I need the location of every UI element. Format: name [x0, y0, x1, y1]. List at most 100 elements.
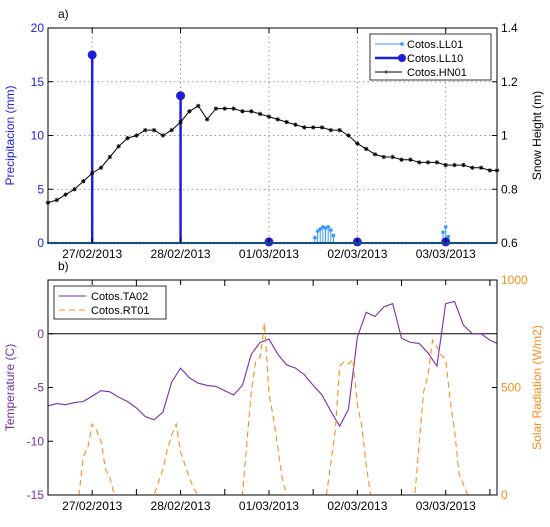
legend-entry: Cotos.RT01 — [91, 305, 150, 317]
y-right-tick-label: 1000 — [501, 273, 528, 287]
y-left-axis-label: Precipitacion (mm) — [3, 85, 17, 185]
data-point-hn01 — [143, 127, 148, 133]
x-tick-label: 01/03/2013 — [239, 247, 299, 261]
y-left-tick-label: 0 — [37, 236, 44, 250]
data-point-hn01 — [151, 127, 157, 133]
stem-head-ll01 — [315, 229, 320, 233]
y-left-tick-label: -10 — [27, 434, 45, 448]
data-point-hn01 — [372, 152, 378, 157]
y-left-tick-label: -15 — [27, 488, 45, 502]
legend-entry: Cotos.HN01 — [407, 67, 467, 79]
data-point-hn01 — [408, 157, 413, 162]
data-point-hn01 — [293, 122, 298, 127]
data-point-hn01 — [443, 162, 448, 168]
data-point-hn01 — [470, 165, 475, 170]
y-left-tick-label: 0 — [37, 327, 44, 341]
y-right-tick-label: 1.2 — [501, 75, 518, 89]
y-right-axis-label: Snow Height (m) — [530, 91, 544, 180]
data-point-hn01 — [363, 146, 369, 152]
data-point-hn01 — [72, 187, 77, 192]
data-point-hn01 — [204, 117, 210, 122]
data-point-hn01 — [381, 154, 387, 160]
stem-head-ll01 — [446, 234, 451, 239]
data-point-hn01 — [63, 192, 68, 197]
data-point-hn01 — [98, 165, 104, 170]
y-right-axis-label: Solar Radiation (W/m2) — [530, 325, 544, 450]
y-left-tick-label: 5 — [37, 182, 44, 196]
x-tick-label: 28/02/2013 — [151, 247, 211, 261]
stem-head-ll10 — [87, 50, 97, 60]
series-line-hn01 — [47, 105, 497, 204]
stem-head-ll01 — [318, 227, 323, 231]
data-point-hn01 — [54, 197, 60, 203]
y-left-axis-label: Temperature (C) — [3, 344, 17, 431]
y-right-tick-label: 0.6 — [501, 236, 518, 250]
x-tick-label: 27/02/2013 — [62, 247, 122, 261]
data-point-hn01 — [257, 111, 263, 117]
data-point-hn01 — [478, 165, 484, 170]
y-left-tick-label: 20 — [31, 21, 45, 35]
data-point-hn01 — [302, 125, 307, 130]
data-point-hn01 — [337, 127, 342, 133]
data-point-hn01 — [222, 106, 227, 111]
y-left-tick-label: 10 — [31, 129, 45, 143]
data-point-hn01 — [116, 144, 121, 149]
data-point-hn01 — [452, 162, 457, 168]
panel-label: b) — [58, 259, 69, 273]
legend-entry: Cotos.LL01 — [407, 39, 463, 51]
data-point-hn01 — [310, 125, 316, 130]
legend-entry: Cotos.LL10 — [407, 53, 463, 65]
data-point-hn01 — [81, 178, 86, 184]
data-point-hn01 — [213, 106, 219, 111]
y-right-tick-label: 0.8 — [501, 182, 518, 196]
x-tick-label: 03/03/2013 — [416, 499, 476, 513]
legend-swatch-marker — [400, 42, 404, 46]
data-point-hn01 — [319, 125, 325, 130]
data-point-hn01 — [346, 133, 351, 138]
data-point-hn01 — [275, 117, 281, 122]
data-point-hn01 — [160, 133, 166, 138]
data-point-hn01 — [178, 119, 183, 125]
stem-head-ll01 — [331, 233, 336, 238]
stem-head-ll01 — [313, 235, 317, 240]
data-point-hn01 — [169, 127, 174, 133]
y-right-tick-label: 0 — [501, 488, 508, 502]
x-tick-label: 02/03/2013 — [327, 247, 387, 261]
legend-swatch-marker — [384, 70, 388, 74]
stem-head-ll10 — [176, 91, 186, 101]
series-line-ta02 — [47, 300, 498, 428]
data-point-hn01 — [461, 162, 466, 168]
data-point-hn01 — [89, 170, 95, 176]
data-point-hn01 — [425, 160, 431, 165]
data-point-hn01 — [434, 160, 440, 165]
stem-head-ll01 — [441, 230, 445, 235]
x-tick-label: 01/03/2013 — [239, 499, 299, 513]
data-point-hn01 — [487, 168, 493, 173]
data-point-hn01 — [240, 109, 245, 114]
data-point-hn01 — [417, 160, 422, 165]
x-tick-label: 02/03/2013 — [327, 499, 387, 513]
data-point-hn01 — [399, 157, 404, 162]
data-point-hn01 — [231, 106, 236, 111]
data-point-hn01 — [107, 154, 113, 160]
data-point-hn01 — [134, 133, 139, 138]
data-point-hn01 — [125, 135, 130, 141]
y-right-tick-label: 1.4 — [501, 21, 518, 35]
y-right-tick-label: 1 — [501, 129, 508, 143]
legend-box — [53, 285, 167, 320]
legend-entry: Cotos.TA02 — [91, 291, 148, 303]
data-point-hn01 — [284, 119, 289, 125]
y-right-tick-label: 500 — [501, 381, 521, 395]
data-point-hn01 — [266, 114, 272, 119]
panel-label: a) — [58, 7, 69, 21]
stem-head-ll01 — [443, 225, 448, 229]
stem-head-ll01 — [326, 225, 330, 229]
data-point-hn01 — [196, 103, 201, 109]
stem-head-ll01 — [329, 228, 333, 232]
data-point-hn01 — [328, 127, 334, 133]
data-point-hn01 — [390, 154, 395, 160]
y-left-tick-label: -5 — [33, 381, 44, 395]
data-point-hn01 — [249, 109, 254, 114]
x-tick-label: 03/03/2013 — [416, 247, 476, 261]
